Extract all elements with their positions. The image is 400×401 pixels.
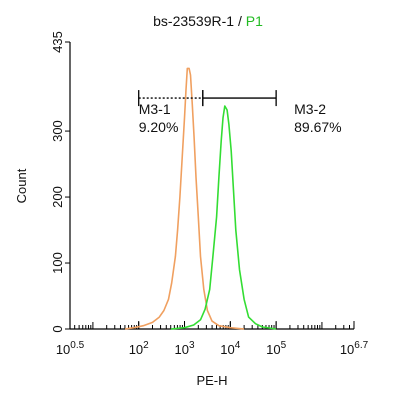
x-tick-base: 10: [266, 342, 280, 357]
x-tick-base: 10: [175, 342, 189, 357]
x-tick-label: 102: [129, 340, 149, 357]
x-tick-label: 103: [175, 340, 195, 357]
marker-label: M3-1: [139, 101, 171, 117]
x-tick-exponent: 3: [189, 340, 195, 351]
title-sample: bs-23539R-1: [153, 13, 234, 29]
x-tick-base: 10: [340, 342, 354, 357]
y-tick-label: 100: [50, 252, 65, 274]
y-tick-label: 0: [50, 325, 65, 332]
x-tick-exponent: 0.5: [70, 340, 84, 351]
y-tick-label: 200: [50, 186, 65, 208]
x-ticks: 100.5 102 103 104 105 106.7: [56, 321, 369, 357]
x-tick-label: 105: [266, 340, 286, 357]
marker-layer: M3-1 9.20% M3-2 89.67%: [138, 90, 342, 135]
x-tick-base: 10: [220, 342, 234, 357]
x-tick-exponent: 6.7: [354, 340, 368, 351]
marker-percent: 9.20%: [139, 119, 179, 135]
chart-title: bs-23539R-1 / P1: [153, 13, 263, 29]
x-tick-base: 10: [56, 342, 70, 357]
x-tick-exponent: 2: [143, 340, 149, 351]
x-tick-exponent: 5: [281, 340, 287, 351]
y-tick-label: 300: [50, 120, 65, 142]
marker-m3-2: M3-2 89.67%: [202, 90, 342, 135]
histogram-series-1: [124, 67, 245, 330]
x-tick-label: 100.5: [56, 340, 85, 357]
x-tick-exponent: 4: [235, 340, 241, 351]
marker-label: M3-2: [294, 101, 326, 117]
title-gate: P1: [246, 13, 263, 29]
x-tick-label: 106.7: [340, 340, 369, 357]
marker-m3-1: M3-1 9.20%: [138, 90, 204, 135]
x-tick-base: 10: [129, 342, 143, 357]
marker-percent: 89.67%: [294, 119, 341, 135]
y-tick-label: 435: [50, 31, 65, 53]
y-axis-label: Count: [14, 168, 29, 203]
x-axis-label: PE-H: [196, 373, 227, 388]
title-separator: /: [234, 13, 246, 29]
histogram-series-2: [170, 105, 277, 330]
series-layer: [124, 67, 277, 330]
y-ticks: 0 100 200 300 435: [50, 31, 70, 333]
x-tick-label: 104: [220, 340, 240, 357]
